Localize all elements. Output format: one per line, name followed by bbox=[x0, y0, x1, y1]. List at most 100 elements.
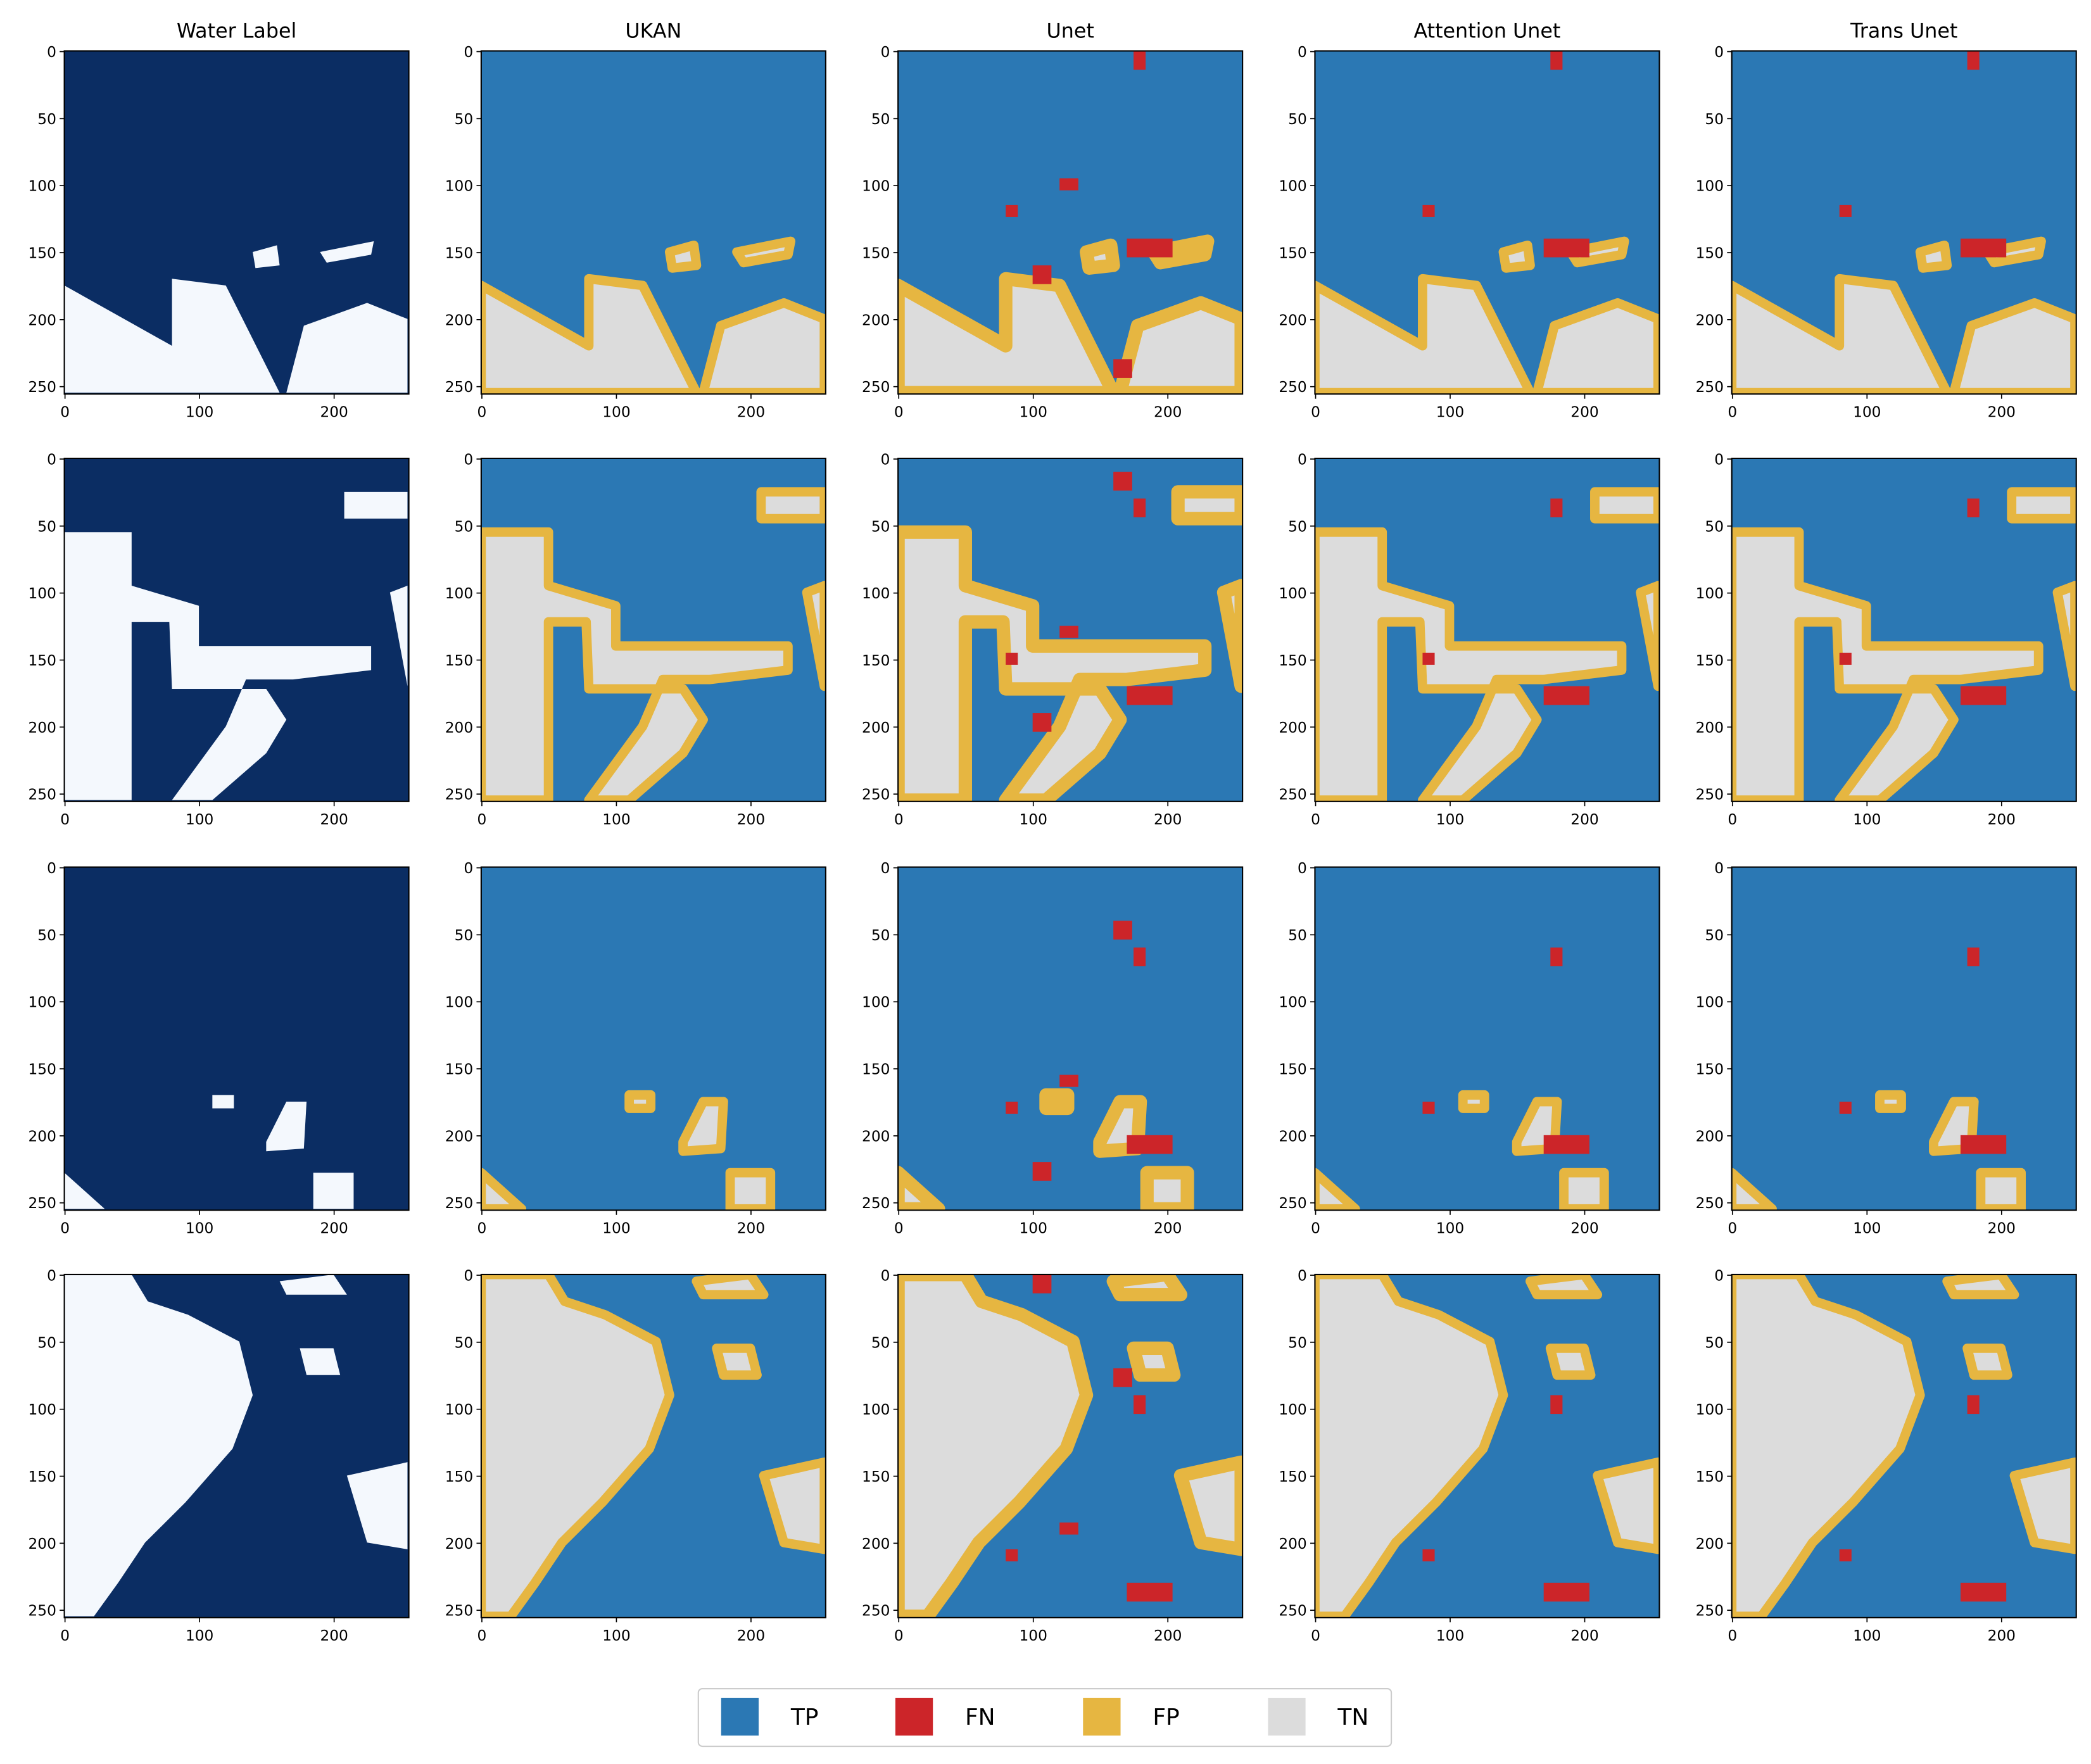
y-tick-label: 100 bbox=[28, 178, 56, 195]
panel-image bbox=[481, 1274, 826, 1618]
x-tick-label: 0 bbox=[1728, 403, 1737, 420]
region bbox=[725, 1168, 776, 1211]
x-tick-label: 100 bbox=[1436, 1219, 1464, 1237]
y-tick-label: 50 bbox=[37, 518, 56, 535]
x-tick-label: 200 bbox=[1988, 1219, 2016, 1237]
y-tick-label: 0 bbox=[1298, 44, 1307, 61]
panel-frame bbox=[1731, 866, 2077, 1211]
region bbox=[898, 1274, 1094, 1618]
fn-region bbox=[1960, 1135, 2007, 1154]
fn-region bbox=[1543, 238, 1589, 258]
region bbox=[898, 525, 1212, 802]
y-tick-label: 50 bbox=[871, 111, 890, 128]
y-tick-label: 100 bbox=[862, 994, 890, 1011]
fn-region bbox=[1967, 1395, 1980, 1414]
legend-box bbox=[697, 1687, 1393, 1748]
panel-frame bbox=[1314, 866, 1660, 1211]
panel-frame bbox=[63, 50, 410, 395]
x-tick-label: 100 bbox=[1020, 1627, 1047, 1644]
x-tick-label: 0 bbox=[60, 403, 70, 420]
legend-label: FP bbox=[1153, 1704, 1179, 1730]
y-tick-label: 100 bbox=[445, 585, 473, 602]
x-tick-label: 0 bbox=[1728, 1219, 1737, 1237]
y-tick-label: 0 bbox=[47, 44, 56, 61]
y-tick-label: 0 bbox=[1298, 451, 1307, 468]
fn-region bbox=[1960, 686, 2007, 705]
region bbox=[346, 1462, 408, 1549]
region bbox=[1731, 274, 1952, 394]
y-tick-label: 200 bbox=[862, 1128, 890, 1145]
panel-image bbox=[1315, 51, 1660, 394]
y-tick-label: 150 bbox=[862, 244, 890, 261]
region bbox=[313, 1173, 354, 1209]
region bbox=[1173, 1455, 1243, 1556]
x-tick-label: 200 bbox=[1570, 1219, 1598, 1237]
legend-swatch bbox=[895, 1698, 933, 1736]
x-tick-label: 200 bbox=[737, 1627, 765, 1644]
fn-region bbox=[1422, 1101, 1435, 1114]
region bbox=[1315, 1168, 1360, 1211]
panel-frame bbox=[1731, 50, 2077, 395]
y-tick-label: 100 bbox=[862, 585, 890, 602]
y-tick-label: 0 bbox=[464, 860, 473, 877]
fn-region bbox=[1134, 947, 1146, 967]
y-tick-label: 50 bbox=[871, 1334, 890, 1351]
y-tick-label: 250 bbox=[445, 1195, 473, 1212]
region bbox=[1315, 527, 1627, 802]
panel-image bbox=[481, 458, 826, 802]
y-tick-label: 0 bbox=[1298, 860, 1307, 877]
panel-image bbox=[481, 867, 826, 1211]
y-tick-label: 150 bbox=[1696, 244, 1724, 261]
background bbox=[1315, 867, 1660, 1211]
y-tick-label: 150 bbox=[1279, 1468, 1306, 1485]
panel-title: Unet bbox=[1047, 20, 1094, 42]
region bbox=[389, 586, 408, 686]
y-tick-label: 150 bbox=[445, 1061, 473, 1078]
region bbox=[1915, 240, 1952, 273]
x-tick-label: 0 bbox=[60, 1219, 70, 1237]
y-tick-label: 100 bbox=[862, 178, 890, 195]
panel-image bbox=[1731, 51, 2076, 394]
y-tick-label: 200 bbox=[1696, 1128, 1724, 1145]
fn-region bbox=[1059, 1522, 1078, 1535]
y-tick-label: 0 bbox=[464, 451, 473, 468]
y-tick-label: 250 bbox=[445, 786, 473, 803]
region bbox=[2007, 487, 2076, 524]
panel-frame bbox=[897, 50, 1244, 395]
region bbox=[1532, 298, 1660, 394]
y-tick-label: 100 bbox=[1696, 178, 1724, 195]
x-tick-label: 100 bbox=[1853, 403, 1881, 420]
region bbox=[1545, 1343, 1596, 1380]
y-tick-label: 150 bbox=[28, 244, 56, 261]
x-tick-label: 200 bbox=[320, 811, 348, 828]
x-tick-label: 200 bbox=[320, 1627, 348, 1644]
y-tick-label: 100 bbox=[1279, 585, 1306, 602]
panel-frame bbox=[1314, 457, 1660, 802]
y-tick-label: 200 bbox=[1279, 719, 1306, 736]
panel-frame bbox=[1731, 457, 2077, 802]
legend-swatch bbox=[1083, 1698, 1121, 1736]
y-tick-label: 0 bbox=[881, 44, 890, 61]
y-tick-label: 250 bbox=[862, 1195, 890, 1212]
x-tick-label: 0 bbox=[894, 1627, 904, 1644]
background bbox=[481, 867, 826, 1211]
fn-region bbox=[1032, 1162, 1052, 1181]
panel-frame bbox=[1314, 50, 1660, 395]
region bbox=[481, 274, 702, 394]
y-tick-label: 200 bbox=[1696, 1535, 1724, 1553]
region bbox=[266, 1101, 307, 1152]
fn-region bbox=[1113, 921, 1132, 940]
fn-region bbox=[1543, 1582, 1589, 1602]
y-tick-label: 200 bbox=[445, 1128, 473, 1145]
fn-region bbox=[1059, 1074, 1078, 1087]
y-tick-label: 0 bbox=[47, 451, 56, 468]
x-tick-label: 100 bbox=[602, 403, 630, 420]
y-tick-label: 250 bbox=[862, 379, 890, 396]
y-tick-label: 150 bbox=[28, 652, 56, 669]
y-tick-label: 250 bbox=[28, 786, 56, 803]
panel-title: UKAN bbox=[625, 20, 681, 42]
fn-region bbox=[1113, 359, 1132, 378]
region bbox=[481, 1168, 527, 1211]
y-tick-label: 250 bbox=[1279, 1603, 1306, 1620]
x-tick-label: 200 bbox=[1570, 811, 1598, 828]
